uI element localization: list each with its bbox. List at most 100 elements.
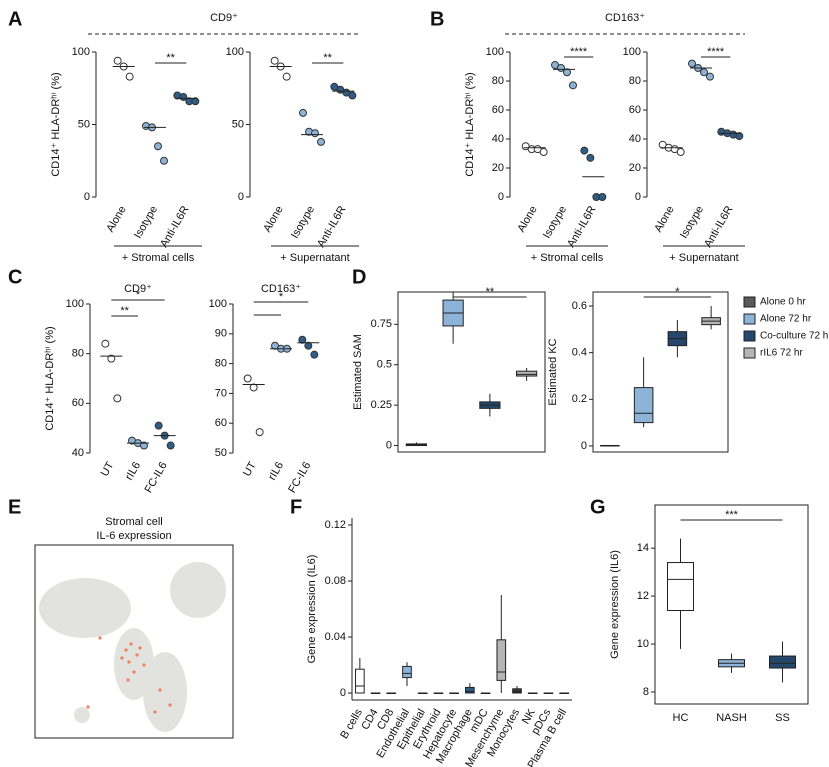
data-point: [317, 137, 325, 146]
y-tick-label: 0.04: [325, 631, 346, 643]
data-point: [348, 91, 357, 100]
y-tick-label: 50: [232, 118, 244, 130]
group-label: + Stromal cells: [531, 252, 604, 264]
data-point: [569, 81, 577, 90]
x-tick-label: SS: [775, 712, 790, 724]
y-tick-label: 40: [492, 133, 504, 145]
data-point: [154, 421, 163, 430]
legend-label: Alone 0 hr: [760, 297, 806, 308]
y-axis-label: Estimated KC: [547, 338, 559, 405]
y-tick-label: 60: [215, 417, 227, 429]
y-axis-label: Gene expression (IL6): [306, 555, 318, 664]
box-body: [633, 387, 654, 424]
legend-label: Alone 72 hr: [760, 314, 812, 325]
data-point: [310, 350, 319, 359]
legend-label: rIL6 72 hr: [760, 348, 803, 359]
box-body: [667, 562, 694, 611]
x-tick-label: Isotype: [289, 204, 317, 241]
y-tick-label: 70: [215, 387, 227, 399]
group-label: + Supernatant: [669, 252, 738, 264]
x-tick-label: HC: [673, 712, 689, 724]
y-tick-label: 40: [629, 133, 641, 145]
data-point: [706, 72, 714, 81]
data-point: [700, 68, 708, 77]
data-point: [191, 97, 200, 106]
x-tick-label: UT: [241, 460, 259, 479]
y-tick-label: 0.5: [377, 359, 392, 371]
x-tick-label: Anti-IL6R: [315, 204, 348, 250]
x-tick-label: Isotype: [541, 204, 569, 241]
x-tick-label: Isotype: [132, 204, 160, 241]
significance-label: ****: [570, 46, 588, 58]
data-point: [676, 148, 685, 157]
x-tick-label: UT: [99, 460, 117, 479]
plot-frame: [654, 504, 809, 705]
significance-label: *: [279, 291, 284, 303]
data-point: [282, 72, 291, 81]
y-axis-label: CD14⁺ HLA-DRʰⁱ (%): [50, 72, 62, 176]
data-point: [298, 335, 307, 344]
data-point: [160, 156, 168, 165]
x-tick-label: Isotype: [678, 204, 706, 241]
x-tick-label: Anti-IL6R: [158, 204, 191, 250]
data-point: [140, 441, 148, 450]
umap-cluster: [143, 652, 187, 732]
x-tick-label: NASH: [716, 712, 747, 724]
x-tick-label: rIL6: [123, 460, 143, 482]
data-point: [557, 63, 565, 72]
legend-label: Co-culture 72 hr: [760, 331, 829, 342]
x-tick-label: Anti-IL6R: [565, 204, 598, 250]
data-point: [101, 339, 110, 348]
data-point: [688, 59, 696, 68]
data-point: [311, 129, 319, 138]
y-tick-label: 100: [226, 46, 244, 58]
data-point: [580, 146, 589, 155]
legend-swatch: [743, 330, 756, 342]
y-tick-label: 60: [492, 104, 504, 116]
data-point: [179, 92, 188, 101]
umap-cluster: [74, 707, 90, 723]
data-point: [249, 383, 258, 392]
y-tick-label: 0: [581, 440, 587, 452]
x-tick-label: Alone: [652, 204, 676, 234]
y-tick-label: 80: [629, 75, 641, 87]
y-tick-label: 0.12: [325, 519, 346, 531]
y-tick-label: 14: [637, 542, 649, 554]
y-tick-label: 10: [637, 638, 649, 650]
data-point: [270, 56, 279, 65]
y-tick-label: 100: [486, 46, 504, 58]
plot-frame: [397, 291, 546, 453]
y-tick-label: 0: [238, 191, 244, 203]
significance-label: **: [486, 286, 495, 298]
y-tick-label: 60: [629, 104, 641, 116]
group-header: CD9⁺: [210, 12, 238, 24]
y-tick-label: 0: [498, 191, 504, 203]
y-tick-label: 50: [215, 447, 227, 459]
data-point: [255, 428, 264, 437]
box-body: [512, 688, 522, 694]
y-tick-label: 0.25: [371, 399, 392, 411]
significance-label: ***: [725, 509, 739, 521]
significance-label: **: [323, 52, 332, 64]
data-point: [166, 441, 175, 450]
data-point: [304, 341, 313, 350]
chart-title: Stromal cell: [105, 516, 162, 528]
box-body: [402, 665, 412, 679]
y-axis-label: CD14⁺ HLA-DRʰⁱ (%): [44, 326, 56, 430]
x-tick-label: Alone: [515, 204, 539, 234]
data-point: [735, 132, 744, 141]
y-tick-label: 80: [215, 358, 227, 370]
y-tick-label: 100: [209, 298, 227, 310]
y-tick-label: 0.4: [572, 347, 587, 359]
y-tick-label: 20: [492, 162, 504, 174]
umap-expression-dots: [86, 636, 172, 714]
significance-label: *: [675, 286, 680, 298]
panel-label: C: [8, 266, 22, 288]
group-header: CD163⁺: [605, 12, 645, 24]
x-tick-label: FC-IL6: [143, 460, 170, 495]
y-axis-label: CD14⁺ HLA-DRʰⁱ (%): [464, 72, 476, 176]
y-tick-label: 0: [84, 191, 90, 203]
umap-cluster: [39, 578, 131, 638]
y-tick-label: 100: [66, 298, 84, 310]
panel-label: B: [430, 8, 444, 30]
